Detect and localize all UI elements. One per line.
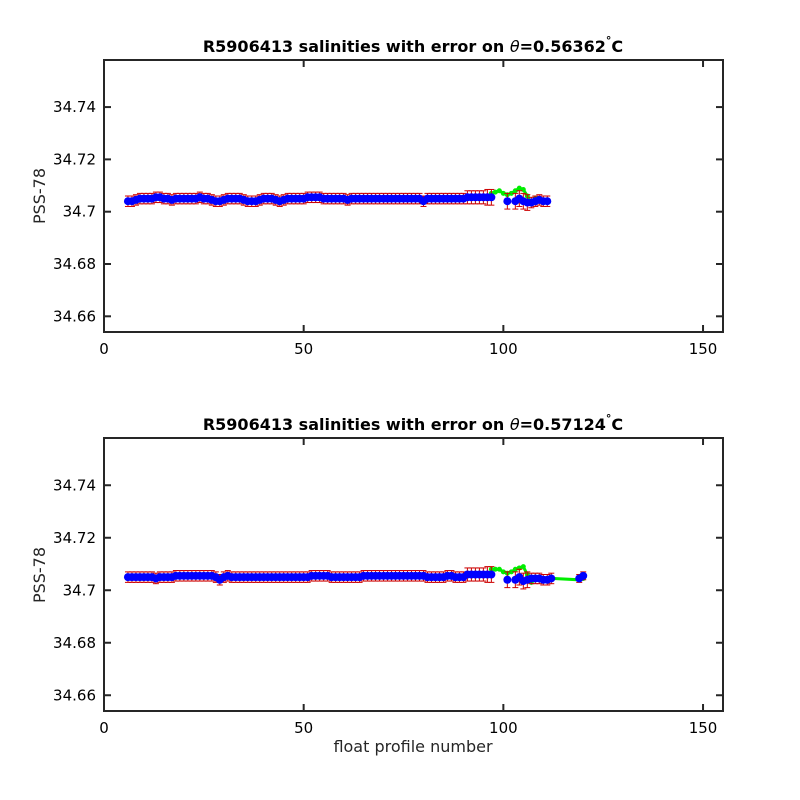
- axes-box-top: [103, 59, 724, 333]
- title-unit: C: [611, 415, 623, 434]
- data-point: [547, 574, 556, 583]
- title-prefix: R5906413 salinities with error on: [203, 37, 510, 56]
- highlight-point: [508, 190, 514, 196]
- title-prefix: R5906413 salinities with error on: [203, 415, 510, 434]
- y-tick-label: 34.7: [63, 581, 96, 599]
- salinity-plot-top: R5906413 salinities with error on θ=0.56…: [30, 34, 724, 358]
- y-tick-label: 34.7: [63, 203, 96, 221]
- title-theta-symbol: θ: [510, 37, 520, 56]
- y-tick-label: 34.66: [53, 307, 96, 325]
- title-degree: °: [606, 34, 612, 47]
- data-point: [503, 197, 512, 206]
- highlight-point: [508, 569, 514, 575]
- x-tick-label: 0: [99, 719, 109, 737]
- y-tick-label: 34.74: [53, 476, 96, 494]
- x-tick-label: 150: [689, 719, 718, 737]
- axis-ticks-bottom: 0 50 100 150 34.66 34.68 34.7 34.72 34.74: [53, 438, 723, 737]
- data-point: [579, 571, 588, 580]
- highlight-point: [492, 189, 498, 195]
- highlight-point: [496, 566, 502, 572]
- title-theta-symbol: θ: [510, 415, 520, 434]
- plot-marks-bottom: [123, 564, 588, 590]
- y-axis-label-bottom: PSS-78: [30, 547, 49, 603]
- y-tick-label: 34.74: [53, 98, 96, 116]
- y-tick-label: 34.68: [53, 634, 96, 652]
- highlight-point: [500, 569, 506, 575]
- x-tick-label: 100: [489, 719, 518, 737]
- highlight-point: [520, 564, 526, 570]
- x-tick-label: 100: [489, 340, 518, 358]
- x-tick-label: 50: [294, 719, 313, 737]
- y-tick-label: 34.72: [53, 529, 96, 547]
- data-point: [543, 197, 552, 206]
- x-tick-label: 50: [294, 340, 313, 358]
- title-unit: C: [611, 37, 623, 56]
- x-tick-label: 0: [99, 340, 109, 358]
- highlight-point: [500, 190, 506, 196]
- x-axis-label: float profile number: [333, 737, 493, 756]
- salinity-plot-bottom: R5906413 salinities with error on θ=0.57…: [30, 412, 724, 756]
- data-point: [503, 575, 512, 584]
- title-degree: °: [606, 412, 612, 425]
- highlight-point: [492, 566, 498, 572]
- highlight-point: [496, 188, 502, 194]
- highlight-point: [512, 188, 518, 194]
- plot-marks-top: [123, 185, 552, 211]
- axis-ticks-top: 0 50 100 150 34.66 34.68 34.7 34.72 34.74: [53, 60, 723, 358]
- title-value: =0.56362: [520, 37, 606, 56]
- y-tick-label: 34.72: [53, 150, 96, 168]
- title-value: =0.57124: [520, 415, 606, 434]
- y-tick-label: 34.68: [53, 255, 96, 273]
- highlight-point: [512, 566, 518, 572]
- highlight-point: [516, 185, 522, 191]
- y-tick-label: 34.66: [53, 686, 96, 704]
- axes-box-bottom: [103, 437, 724, 712]
- y-axis-label-top: PSS-78: [30, 168, 49, 224]
- plot-title-top: R5906413 salinities with error on θ=0.56…: [203, 34, 623, 56]
- data-point: [487, 570, 496, 579]
- x-tick-label: 150: [689, 340, 718, 358]
- plot-title-bottom: R5906413 salinities with error on θ=0.57…: [203, 412, 623, 434]
- data-point: [487, 193, 496, 202]
